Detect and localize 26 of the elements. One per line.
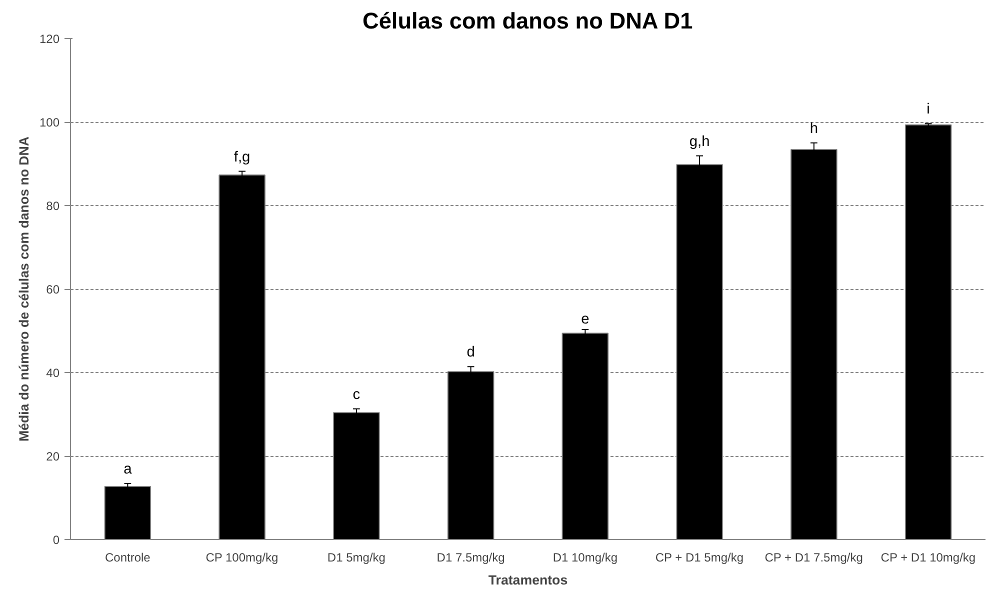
y-tick-label: 0: [52, 533, 60, 547]
annotation: d: [466, 344, 475, 361]
annotation: g,h: [689, 134, 710, 150]
x-tick-label: CP 100mg/kg: [206, 550, 278, 564]
annotation: h: [810, 120, 818, 137]
x-tick-label: CP + D1 5mg/kg: [655, 550, 744, 564]
y-tick-label: 40: [46, 366, 60, 380]
x-axis-title: Tratamentos: [488, 572, 568, 588]
y-tick-label: 60: [46, 282, 60, 296]
x-tick-label: D1 10mg/kg: [552, 550, 618, 564]
annotation: a: [124, 462, 133, 478]
annotation: e: [581, 311, 590, 328]
y-tick-label: 80: [46, 199, 60, 213]
x-tick-label: D1 7.5mg/kg: [436, 550, 505, 564]
y-tick-label: 120: [39, 32, 60, 46]
x-tick-label: CP + D1 10mg/kg: [880, 550, 976, 564]
annotation: f,g: [234, 149, 250, 166]
x-tick-label: Controle: [105, 550, 151, 564]
annotation: i: [926, 102, 930, 118]
x-tick-label: D1 5mg/kg: [327, 550, 386, 564]
x-tick-label: CP + D1 7.5mg/kg: [764, 550, 863, 564]
y-axis-title: Média do número de células com danos no DNA: [16, 136, 32, 442]
y-tick-label: 20: [46, 450, 60, 464]
y-tick-label: 100: [39, 116, 60, 130]
annotation: c: [352, 386, 360, 403]
chart-title: Células com danos no DNA D1: [362, 8, 693, 34]
